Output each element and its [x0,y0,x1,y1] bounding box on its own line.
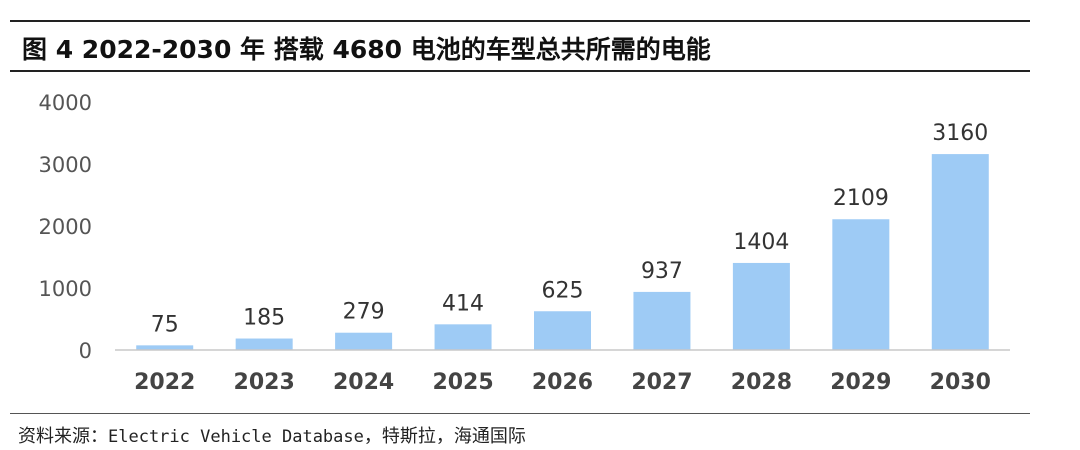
x-tick-label: 2030 [930,370,991,395]
data-label: 937 [641,259,683,284]
bar [434,324,492,350]
x-tick-label: 2025 [432,370,493,395]
data-label: 625 [542,278,584,303]
bar [235,338,293,350]
data-label: 1404 [733,230,789,255]
source-note: 资料来源：Electric Vehicle Database，特斯拉，海通国际 [18,422,526,448]
figure-title: 图 4 2022-2030 年 搭载 4680 电池的车型总共所需的电能 [22,35,711,64]
data-label: 2109 [833,186,889,211]
bottom-rule [10,413,1030,414]
bar [732,262,790,350]
bar [136,345,194,350]
bar [633,291,691,350]
x-tick-label: 2029 [830,370,891,395]
source-database: Electric Vehicle Database [108,427,364,447]
x-tick-label: 2028 [731,370,792,395]
data-label: 414 [442,291,484,316]
x-tick-label: 2022 [134,370,195,395]
x-tick-label: 2023 [234,370,295,395]
bar [931,154,989,350]
title-rule [10,70,1030,72]
bar [335,332,393,350]
data-label: 3160 [932,121,988,146]
bar [832,219,890,350]
y-tick-label: 3000 [39,153,92,177]
data-label: 279 [343,300,385,325]
x-tick-label: 2024 [333,370,394,395]
y-tick-label: 1000 [39,277,92,301]
y-tick-label: 4000 [39,91,92,115]
bar-chart: 0 1000 2000 3000 4000 75 2022 185 2023 279 2024 414… [39,91,1010,395]
source-prefix: 资料来源： [18,426,108,447]
y-tick-label: 2000 [39,215,92,239]
data-label: 185 [243,306,285,331]
bar [534,311,591,350]
x-tick-label: 2027 [631,370,692,395]
y-tick-label: 0 [79,339,92,363]
data-label: 75 [151,312,179,337]
source-suffix: ，特斯拉，海通国际 [363,426,526,447]
x-tick-label: 2026 [532,370,593,395]
top-rule [10,20,1030,22]
